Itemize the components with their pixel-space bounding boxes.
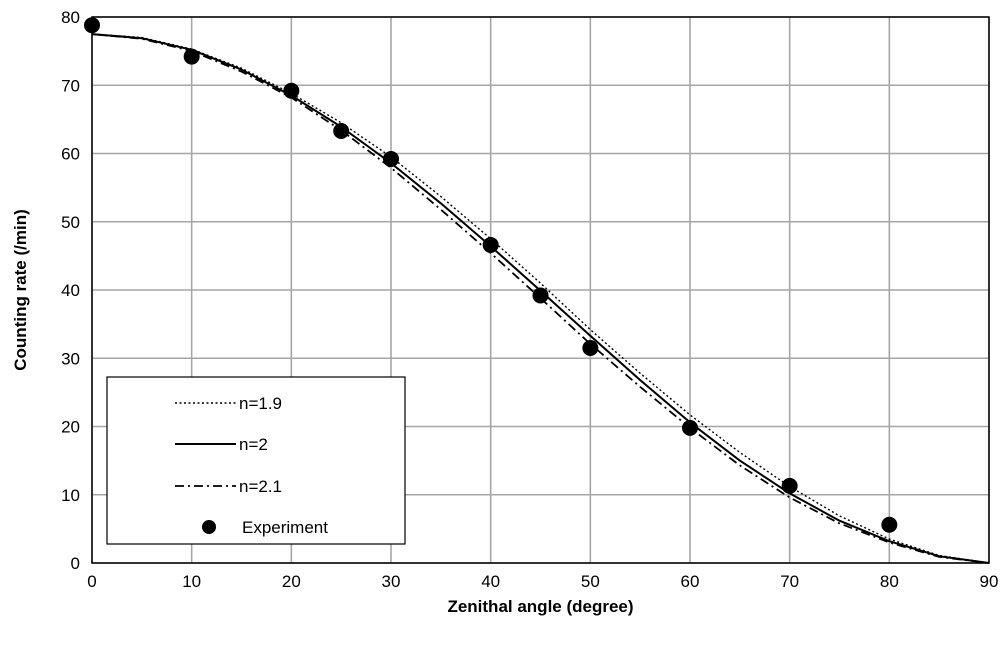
legend-label-n19: n=1.9 bbox=[239, 394, 282, 413]
legend: n=1.9 n=2 n=2.1 Experiment bbox=[106, 376, 406, 545]
plot-frame bbox=[91, 16, 990, 564]
legend-symbol-experiment bbox=[202, 520, 216, 534]
y-tick-label: 0 bbox=[71, 554, 80, 573]
experiment-point bbox=[881, 516, 898, 533]
experiment-point bbox=[333, 122, 350, 139]
y-tick-label: 50 bbox=[61, 213, 80, 232]
series-layer bbox=[84, 17, 990, 564]
legend-box bbox=[106, 376, 406, 545]
x-axis-title: Zenithal angle (degree) bbox=[447, 597, 633, 616]
experiment-point bbox=[781, 477, 798, 494]
experiment-point bbox=[582, 340, 599, 357]
x-tick-label: 70 bbox=[780, 572, 799, 591]
x-tick-label: 0 bbox=[87, 572, 96, 591]
x-tick-label: 40 bbox=[481, 572, 500, 591]
y-axis-title: Counting rate (/min) bbox=[11, 209, 30, 370]
legend-label-n2: n=2 bbox=[239, 435, 268, 454]
legend-label-n21: n=2.1 bbox=[239, 477, 282, 496]
x-tick-label: 20 bbox=[282, 572, 301, 591]
legend-label-experiment: Experiment bbox=[242, 518, 328, 537]
series-line-0 bbox=[91, 33, 990, 564]
y-tick-label: 70 bbox=[61, 76, 80, 95]
y-tick-label: 20 bbox=[61, 418, 80, 437]
x-tick-label: 80 bbox=[880, 572, 899, 591]
x-tick-label: 30 bbox=[382, 572, 401, 591]
experiment-point bbox=[482, 236, 499, 253]
x-tick-label: 60 bbox=[681, 572, 700, 591]
y-tick-label: 40 bbox=[61, 281, 80, 300]
experiment-point bbox=[682, 419, 698, 436]
y-tick-label: 10 bbox=[61, 486, 80, 505]
experiment-point bbox=[84, 17, 100, 34]
ticks-layer: 0 10 20 30 40 50 60 70 80 90 0 10 20 30 40 50 60 70 80 bbox=[61, 8, 998, 591]
x-tick-label: 10 bbox=[182, 572, 201, 591]
y-tick-label: 60 bbox=[61, 145, 80, 164]
x-tick-label: 90 bbox=[980, 572, 999, 591]
experiment-point bbox=[532, 287, 549, 304]
series-line-2 bbox=[91, 33, 990, 564]
y-tick-label: 80 bbox=[61, 8, 80, 27]
x-tick-label: 50 bbox=[581, 572, 600, 591]
experiment-point bbox=[383, 150, 399, 167]
experiment-point bbox=[283, 82, 300, 99]
y-tick-label: 30 bbox=[61, 349, 80, 368]
experiment-point bbox=[183, 48, 200, 65]
